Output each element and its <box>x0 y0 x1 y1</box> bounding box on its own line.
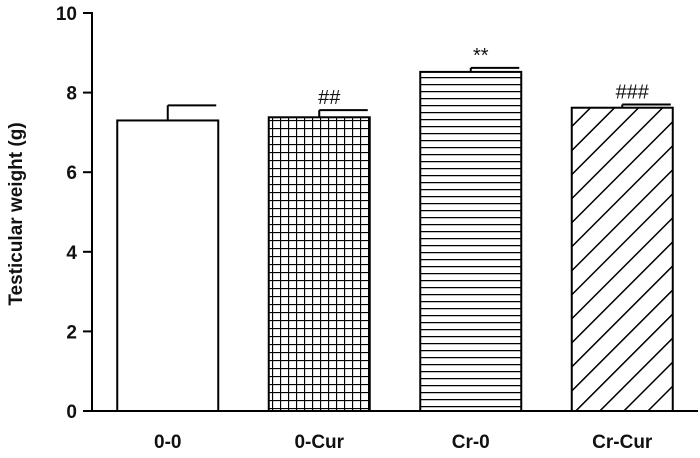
bar-group-0-cur: ## <box>267 87 371 412</box>
bar-group-cr-0: ** <box>419 45 523 413</box>
y-tick-label: 4 <box>66 243 77 264</box>
bar-group-0-0 <box>116 104 220 413</box>
bar <box>267 116 371 412</box>
x-category-label: 0-Cur <box>294 432 344 453</box>
y-tick-label: 0 <box>66 402 77 423</box>
x-category-label: Cr-0 <box>452 432 490 453</box>
significance-annotation: ** <box>473 45 489 67</box>
significance-annotation: ## <box>318 87 341 109</box>
bar-group-cr-cur: ### <box>570 82 674 412</box>
y-axis-ticks: 0 2 4 6 8 10 <box>56 4 92 423</box>
bar <box>570 106 674 412</box>
y-tick-label: 2 <box>66 322 77 343</box>
bars-group: ## ** ### <box>116 45 674 413</box>
x-category-label: Cr-Cur <box>592 432 653 453</box>
y-tick-label: 8 <box>66 84 77 105</box>
x-axis-labels: 0-0 0-Cur Cr-0 Cr-Cur <box>154 432 653 453</box>
y-axis-title: Testicular weight (g) <box>6 122 27 305</box>
bar <box>116 119 220 413</box>
bar <box>419 70 523 413</box>
significance-annotation: ### <box>616 82 650 104</box>
x-category-label: 0-0 <box>154 432 181 453</box>
y-tick-label: 6 <box>66 163 77 184</box>
y-tick-label: 10 <box>56 4 77 25</box>
